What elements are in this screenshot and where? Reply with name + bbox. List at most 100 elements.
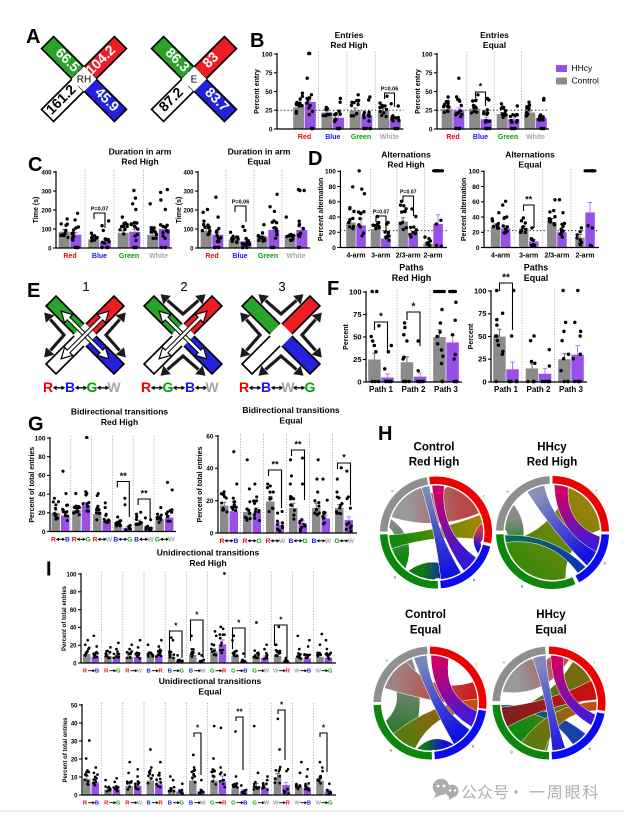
svg-text:RH: RH [77, 75, 91, 86]
svg-text:R: R [222, 669, 227, 675]
svg-text:White: White [286, 253, 305, 260]
svg-text:R: R [239, 379, 249, 395]
svg-text:R: R [141, 379, 151, 395]
svg-text:R: R [83, 669, 88, 675]
svg-text:50: 50 [478, 332, 486, 341]
svg-text:Percent of total entries: Percent of total entries [29, 447, 36, 523]
svg-text:4-arm: 4-arm [346, 253, 365, 260]
svg-text:G: G [163, 379, 174, 395]
svg-text:w: w [385, 657, 388, 662]
svg-text:2/3-arm: 2/3-arm [544, 253, 569, 260]
svg-text:Paths: Paths [399, 263, 424, 273]
svg-text:B: B [65, 537, 70, 544]
svg-text:40: 40 [38, 491, 46, 498]
svg-text:R: R [286, 669, 291, 675]
svg-text:Equal: Equal [279, 416, 302, 426]
svg-text:40: 40 [71, 721, 78, 727]
svg-text:B: B [307, 801, 311, 807]
svg-text:75: 75 [425, 70, 433, 77]
svg-text:P=0.07: P=0.07 [400, 190, 417, 196]
svg-text:W: W [315, 801, 321, 807]
svg-text:0: 0 [48, 246, 52, 252]
svg-text:2-arm: 2-arm [575, 253, 594, 260]
svg-text:G: G [155, 537, 160, 544]
svg-text:Bidirectional transitions: Bidirectional transitions [242, 405, 340, 415]
svg-text:60: 60 [70, 608, 77, 614]
svg-text:*: * [412, 302, 416, 313]
svg-text:25: 25 [425, 108, 433, 115]
svg-text:3: 3 [278, 279, 285, 294]
svg-text:B: B [113, 537, 118, 544]
svg-text:G: G [305, 379, 316, 395]
svg-text:G: G [87, 379, 98, 395]
svg-text:Red High: Red High [527, 457, 577, 469]
svg-text:W: W [205, 379, 219, 395]
svg-text:10: 10 [71, 775, 78, 781]
svg-text:2-arm: 2-arm [423, 253, 442, 260]
svg-text:r: r [594, 660, 596, 665]
svg-text:A: A [26, 26, 40, 48]
svg-text:100: 100 [183, 227, 194, 233]
svg-text:Blue: Blue [92, 253, 107, 260]
svg-text:HHcy: HHcy [537, 442, 567, 454]
svg-text:100: 100 [349, 287, 362, 296]
svg-text:20: 20 [472, 230, 480, 237]
svg-text:W: W [168, 537, 175, 544]
svg-text:Unidirectional transitions: Unidirectional transitions [157, 548, 260, 558]
svg-text:Red High: Red High [387, 160, 424, 170]
svg-text:100: 100 [422, 51, 433, 58]
svg-text:2: 2 [180, 279, 187, 294]
svg-text:W: W [273, 801, 279, 807]
svg-text:0: 0 [476, 245, 480, 252]
svg-text:Percent of total entries: Percent of total entries [197, 446, 204, 522]
svg-text:G: G [180, 669, 185, 675]
svg-text:Red: Red [205, 253, 218, 260]
svg-text:R: R [222, 801, 227, 807]
svg-text:W: W [200, 669, 206, 675]
svg-text:W: W [264, 801, 270, 807]
svg-text:50: 50 [265, 89, 273, 96]
svg-text:*: * [237, 619, 241, 628]
svg-text:G: G [231, 801, 236, 807]
svg-text:W: W [147, 537, 154, 544]
svg-text:B: B [289, 538, 294, 545]
svg-text:G: G [127, 537, 132, 544]
svg-text:G: G [86, 537, 91, 544]
svg-text:b: b [589, 746, 592, 751]
svg-text:R: R [72, 537, 77, 544]
svg-text:Red High: Red High [409, 457, 459, 469]
svg-text:g: g [390, 747, 392, 752]
svg-text:B: B [312, 538, 317, 545]
svg-text:r: r [476, 661, 478, 666]
svg-text:25: 25 [478, 355, 486, 364]
svg-text:G: G [180, 801, 185, 807]
svg-text:G: G [256, 538, 261, 545]
svg-text:*: * [479, 82, 483, 92]
svg-text:B: B [95, 801, 99, 807]
svg-text:R: R [83, 801, 88, 807]
svg-text:*: * [195, 611, 199, 620]
svg-text:Control: Control [414, 442, 455, 454]
svg-text:W: W [106, 537, 113, 544]
svg-text:300: 300 [41, 189, 52, 195]
svg-text:Red High: Red High [189, 558, 226, 568]
svg-text:Red High: Red High [101, 417, 138, 427]
svg-text:C: C [28, 154, 42, 176]
svg-text:Paths: Paths [524, 263, 549, 273]
svg-text:B: B [189, 669, 193, 675]
svg-text:W: W [325, 538, 332, 545]
svg-text:G: G [252, 801, 257, 807]
svg-text:G: G [302, 538, 307, 545]
svg-text:Percent alternation: Percent alternation [461, 178, 468, 241]
svg-text:Red: Red [446, 134, 459, 141]
svg-text:60: 60 [472, 199, 480, 206]
svg-text:*: * [342, 453, 346, 463]
svg-text:Equal: Equal [410, 625, 441, 637]
svg-text:Red High: Red High [392, 273, 432, 283]
svg-text:Equal: Equal [483, 40, 506, 50]
svg-text:G: G [28, 414, 44, 436]
svg-text:40: 40 [206, 466, 214, 473]
svg-text:100: 100 [35, 435, 46, 442]
svg-text:r: r [596, 488, 598, 493]
svg-text:Duration in arm: Duration in arm [109, 147, 172, 157]
